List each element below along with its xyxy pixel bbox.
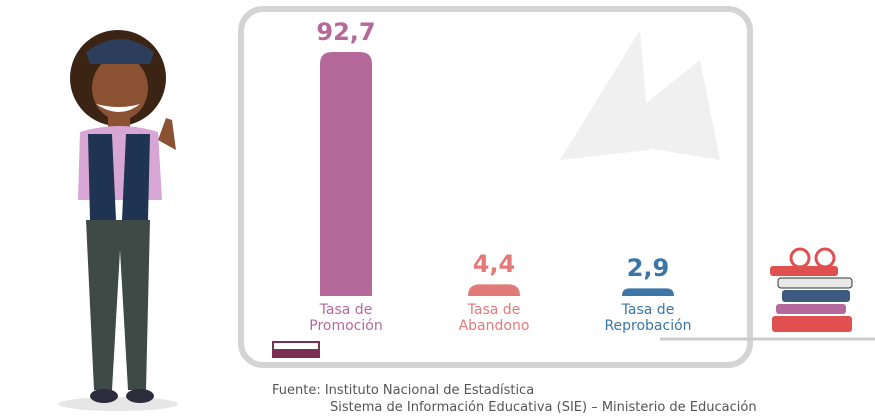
bar xyxy=(320,52,372,296)
bar xyxy=(622,288,674,296)
watermark xyxy=(560,30,720,160)
category-label: Tasa de Reprobación xyxy=(604,302,692,334)
source-line: Sistema de Información Educativa (SIE) –… xyxy=(330,400,757,415)
frame xyxy=(238,6,753,368)
value-label: 2,9 xyxy=(626,254,670,283)
book-icon xyxy=(274,343,318,349)
books xyxy=(770,247,853,332)
category-label: Tasa de Promoción xyxy=(309,302,383,334)
value-label: 92,7 xyxy=(316,18,376,46)
character xyxy=(58,30,178,411)
category-label: Tasa de Abandono xyxy=(458,302,530,334)
bar xyxy=(468,284,520,296)
source-line: Fuente: Instituto Nacional de Estadístic… xyxy=(272,383,535,398)
value-label: 4,4 xyxy=(472,250,516,279)
